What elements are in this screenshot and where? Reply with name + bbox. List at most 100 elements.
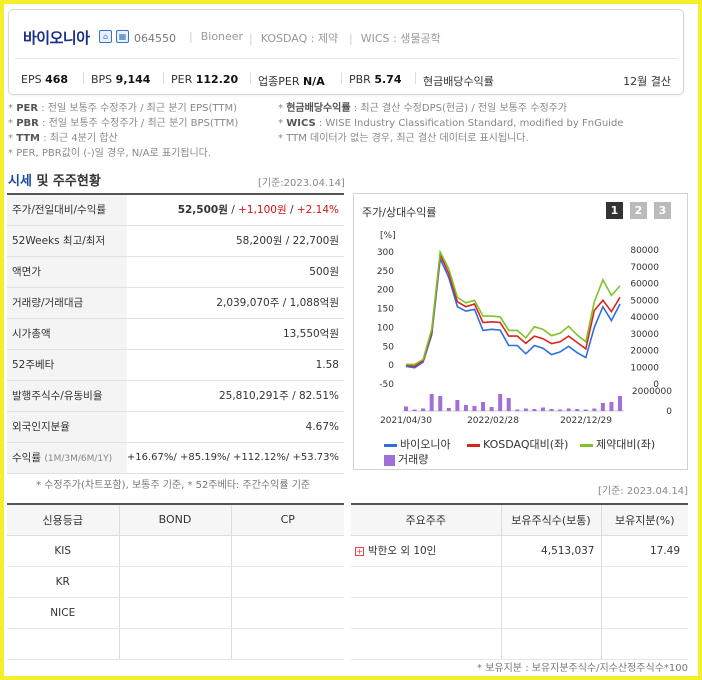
y-right-tick-label: 50000 <box>630 296 659 306</box>
x-tick-label: 2021/04/30 <box>380 416 432 424</box>
volume-bar <box>592 408 597 411</box>
volume-bar <box>498 394 503 411</box>
building-icon[interactable]: ▦ <box>116 30 129 43</box>
y-tick-label: -50 <box>379 380 394 390</box>
volume-bar <box>566 408 571 411</box>
volume-bar <box>489 407 494 411</box>
company-code: 064550 <box>134 32 176 45</box>
current-price: 52,500원 <box>177 204 228 217</box>
table-row: 외국인지분율 4.67% <box>7 411 344 443</box>
table-row: KR <box>7 566 344 598</box>
note-line: * 현금배당수익률 : 최근 결산 수정DPS(현금) / 전일 보통주 수정주… <box>278 103 568 114</box>
volume-bar <box>438 396 443 411</box>
note-line: * WICS : WISE Industry Classification St… <box>278 118 624 129</box>
company-header: 바이오니아 ⌂ ▦ 064550 | Bioneer | KOSDAQ : 제약 |… <box>8 9 684 95</box>
volume-bar <box>600 403 605 411</box>
chart-title: 주가/상대수익률 <box>362 206 437 219</box>
eps-metric: EPS 468 <box>21 73 69 86</box>
sector-per-metric: 업종PER N/A <box>258 75 325 88</box>
table-row <box>7 628 344 660</box>
table-row: 52주베타 1.58 <box>7 349 344 381</box>
price-change: +1,100원 <box>238 204 287 217</box>
volume-bar <box>506 398 511 411</box>
table-row: NICE <box>7 597 344 629</box>
volume-bar <box>515 409 520 411</box>
chart-page-2-button[interactable]: 2 <box>630 202 647 219</box>
volume-bar <box>412 409 417 411</box>
legend-item: KOSDAQ대비(좌) <box>467 436 568 452</box>
wics-label: WICS : 생물공학 <box>360 32 441 45</box>
notes-left: * PER : 전일 보통주 수정주가 / 최근 분기 EPS(TTM) * P… <box>8 101 238 161</box>
table-row: + 박한오 외 10인 4,513,037 17.49 <box>351 535 688 567</box>
settlement-label: 12월 결산 <box>623 75 671 88</box>
house-icon[interactable]: ⌂ <box>99 30 112 43</box>
market-label: KOSDAQ : 제약 <box>260 32 339 45</box>
volume-bar <box>429 394 434 411</box>
y-right-tick-label: 10000 <box>630 363 659 373</box>
table-row: 액면가 500원 <box>7 256 344 288</box>
note-line: * PER, PBR값이 (-)일 경우, N/A로 표기됩니다. <box>8 148 212 159</box>
bps-metric: BPS 9,144 <box>91 73 151 86</box>
chart-panel: 주가/상대수익률 1 2 3 [%] 300 250 200 150 100 50 0 -50 8… <box>353 193 688 470</box>
volume-bar <box>446 408 451 411</box>
volume-bar <box>481 402 486 411</box>
series-line <box>405 251 621 368</box>
y-right-tick-label: 40000 <box>630 313 659 323</box>
volume-bar <box>421 408 426 411</box>
section-title: 시세 및 주주현황 <box>8 174 101 189</box>
price-table: 주가/전일대비/수익률 52,500원 / +1,100원 / +2.14% 5… <box>7 193 344 474</box>
note-line: * TTM : 최근 4분기 합산 <box>8 133 118 144</box>
series-line <box>406 249 621 366</box>
shareholder-name[interactable]: 박한오 외 10인 <box>368 545 437 557</box>
note-line: * TTM 데이터가 없는 경우, 최근 결산 데이터로 표시됩니다. <box>278 133 529 144</box>
company-eng-name: Bioneer <box>200 30 244 43</box>
volume-tick-label: 0 <box>666 407 672 417</box>
chart-page-3-button[interactable]: 3 <box>654 202 671 219</box>
y-tick-label: 200 <box>377 286 394 296</box>
y-right-tick-label: 20000 <box>630 347 659 357</box>
note-line: * PBR : 전일 보통주 수정주가 / 최근 분기 BPS(TTM) <box>8 118 239 129</box>
table-row: 52Weeks 최고/최저 58,200원 / 22,700원 <box>7 225 344 257</box>
table-row: 발행주식수/유동비율 25,810,291주 / 82.51% <box>7 380 344 412</box>
table-row: KIS <box>7 535 344 567</box>
x-tick-label: 2022/12/29 <box>560 416 612 424</box>
x-tick-label: 2022/02/28 <box>467 416 519 424</box>
volume-bar <box>523 408 528 411</box>
volume-bar <box>463 405 468 411</box>
volume-bar <box>583 409 588 411</box>
y-right-tick-label: 60000 <box>630 280 659 290</box>
volume-bar <box>575 409 580 411</box>
y-tick-label: 300 <box>377 248 394 258</box>
chart-page-1-button[interactable]: 1 <box>606 202 623 219</box>
table-row: 주가/전일대비/수익률 52,500원 / +1,100원 / +2.14% <box>7 194 344 226</box>
table-row <box>351 566 688 598</box>
volume-bar <box>618 396 622 411</box>
price-chart: [%] 300 250 200 150 100 50 0 -50 80000 70000 60000 5… <box>377 231 672 424</box>
volume-bar <box>549 409 554 411</box>
table-row <box>351 597 688 629</box>
credit-table: 신용등급 BOND CP KIS KR NICE <box>7 503 344 660</box>
notes-right: * 현금배당수익률 : 최근 결산 수정DPS(현금) / 전일 보통주 수정주… <box>278 101 623 146</box>
shareholder-table: 주요주주 보유주식수(보통) 보유지분(%) + 박한오 외 10인 4,513,… <box>351 503 688 660</box>
price-change-pct: +2.14% <box>296 204 339 217</box>
y-right-tick-label: 80000 <box>630 246 659 256</box>
table-row <box>351 628 688 660</box>
y-tick-label: 50 <box>383 342 395 352</box>
dividend-metric: 현금배당수익률 <box>423 75 494 88</box>
y-tick-label: 150 <box>377 305 394 315</box>
legend-item: 바이오니아 <box>384 436 451 452</box>
volume-bar <box>558 409 563 411</box>
y-tick-label: 100 <box>377 323 394 333</box>
volume-bar <box>404 406 408 411</box>
y-right-tick-label: 70000 <box>630 263 659 273</box>
base-date: [기준:2023.04.14] <box>258 178 345 189</box>
series-line <box>405 255 621 369</box>
shareholder-base-date: [기준: 2023.04.14] <box>598 486 689 497</box>
company-name: 바이오니아 <box>23 29 90 47</box>
table-row: 시가총액 13,550억원 <box>7 318 344 350</box>
volume-bar <box>540 407 545 411</box>
pbr-metric: PBR 5.74 <box>349 73 402 86</box>
expand-icon[interactable]: + <box>355 546 364 556</box>
volume-bar <box>609 402 614 411</box>
